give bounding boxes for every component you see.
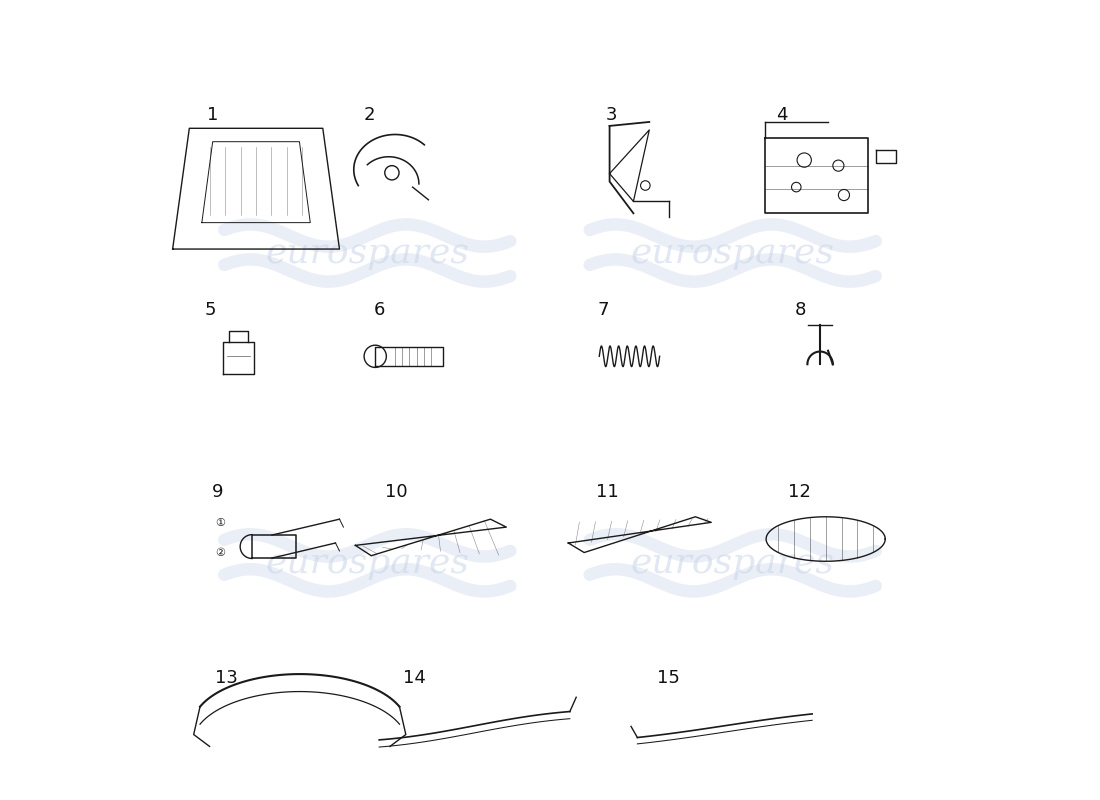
- Text: 2: 2: [363, 106, 375, 124]
- Text: eurospares: eurospares: [265, 236, 470, 270]
- Text: 13: 13: [214, 669, 238, 686]
- Text: 15: 15: [658, 669, 680, 686]
- Text: eurospares: eurospares: [630, 236, 835, 270]
- Text: 10: 10: [385, 483, 407, 502]
- Text: 5: 5: [205, 301, 216, 318]
- Text: ②: ②: [216, 548, 225, 558]
- Text: 12: 12: [789, 483, 811, 502]
- Text: 3: 3: [606, 106, 617, 124]
- Text: 7: 7: [597, 301, 609, 318]
- Text: ①: ①: [216, 518, 225, 528]
- Text: eurospares: eurospares: [265, 546, 470, 580]
- Text: eurospares: eurospares: [630, 546, 835, 580]
- Text: 4: 4: [777, 106, 788, 124]
- Text: 8: 8: [794, 301, 806, 318]
- Text: 11: 11: [596, 483, 619, 502]
- Text: 6: 6: [374, 301, 385, 318]
- Text: 14: 14: [403, 669, 426, 686]
- Text: 1: 1: [207, 106, 218, 124]
- Text: 9: 9: [212, 483, 224, 502]
